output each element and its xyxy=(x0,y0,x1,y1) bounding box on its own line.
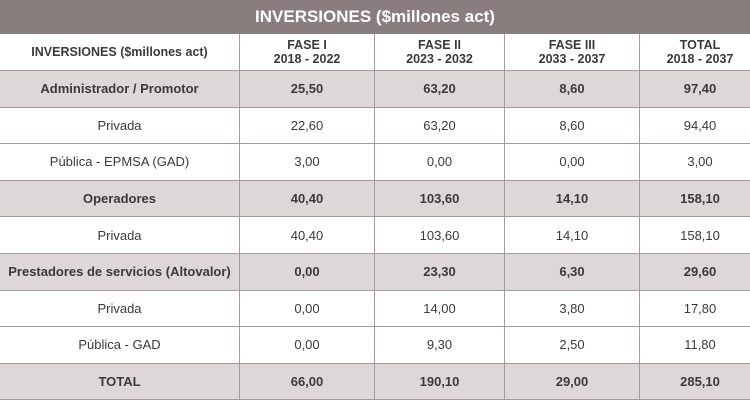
header-text: 2023 - 2032 xyxy=(406,52,473,66)
row-label: Privada xyxy=(0,290,240,327)
table-cell: 3,00 xyxy=(240,144,375,180)
table-row: Pública - GAD 0,00 9,30 2,50 11,80 xyxy=(0,327,750,364)
table-row: Privada 22,60 63,20 8,60 94,40 xyxy=(0,107,750,145)
table-cell: 0,00 xyxy=(240,327,375,363)
header-text: FASE I xyxy=(287,38,327,52)
table-cell: 285,10 xyxy=(680,374,720,390)
row-label: Operadores xyxy=(0,180,240,217)
table-cell: 23,30 xyxy=(375,253,505,290)
table-cell: 25,50 xyxy=(240,71,375,107)
table-cell: 103,60 xyxy=(375,217,505,253)
table-cell: 158,10 xyxy=(680,191,720,207)
table-cell: 103,60 xyxy=(375,180,505,217)
row-label: Privada xyxy=(0,217,240,253)
table-cell: 14,00 xyxy=(375,290,505,327)
table-cell: 0,00 xyxy=(375,144,505,180)
header-text: INVERSIONES ($millones act) xyxy=(31,45,208,59)
table-cell: 8,60 xyxy=(505,107,640,144)
table-cell: 40,40 xyxy=(240,180,375,217)
table-cell: 0,00 xyxy=(240,290,375,327)
table-cell: 94,40 xyxy=(683,117,717,133)
header-cell: INVERSIONES ($millones act) xyxy=(0,34,240,70)
table-cell: 2,50 xyxy=(505,327,640,363)
header-cell: FASE I 2018 - 2022 xyxy=(240,34,375,70)
table-title: INVERSIONES ($millones act) xyxy=(0,0,750,34)
table-cell: 11,80 xyxy=(684,337,716,353)
table-cell: 14,10 xyxy=(505,180,640,217)
table-cell: 63,20 xyxy=(375,107,505,144)
table-row: Administrador / Promotor 25,50 63,20 8,60 97… xyxy=(0,71,750,108)
header-text: TOTAL xyxy=(679,38,721,52)
table-cell: 0,00 xyxy=(240,253,375,290)
table-row: Privada 0,00 14,00 3,80 17,80 xyxy=(0,290,750,328)
table-row: Prestadores de servicios (Altovalor) 0,00… xyxy=(0,253,750,291)
table-cell: 97,40 xyxy=(683,81,717,97)
table-cell: 40,40 xyxy=(240,217,375,253)
table-row: Operadores 40,40 103,60 14,10 158,10 xyxy=(0,180,750,218)
table-cell: 6,30 xyxy=(505,253,640,290)
table: INVERSIONES ($millones act) FASE I 2018 - … xyxy=(0,34,750,400)
header-text: 2018 - 2022 xyxy=(273,52,341,66)
header-cell: TOTAL 2018 - 2037 xyxy=(640,34,750,70)
table-cell: 17,80 xyxy=(683,300,717,316)
header-text: FASE III xyxy=(548,38,596,52)
table-cell: 3,80 xyxy=(505,290,640,327)
table-cell: 63,20 xyxy=(375,71,505,107)
header-text: 2033 - 2037 xyxy=(538,52,606,66)
table-row: TOTAL 66,00 190,10 29,00 285,10 xyxy=(0,363,750,400)
header-text: 2018 - 2037 xyxy=(666,52,734,66)
row-label: Privada xyxy=(0,107,240,144)
table-cell: 29,00 xyxy=(505,363,640,400)
table-cell: 3,00 xyxy=(687,154,713,170)
table-cell: 29,60 xyxy=(683,264,717,280)
table-cell: 22,60 xyxy=(240,107,375,144)
header-cell: FASE II 2023 - 2032 xyxy=(375,34,505,70)
header-text: FASE II xyxy=(417,38,462,52)
header-row: INVERSIONES ($millones act) FASE I 2018 - … xyxy=(0,34,750,71)
row-label: Pública - EPMSA (GAD) xyxy=(0,144,240,180)
row-label: Pública - GAD xyxy=(0,327,240,363)
table-cell: 14,10 xyxy=(505,217,640,253)
table-cell: 0,00 xyxy=(505,144,640,180)
table-cell: 190,10 xyxy=(375,363,505,400)
header-cell: FASE III 2033 - 2037 xyxy=(505,34,640,70)
table-row: Pública - EPMSA (GAD) 3,00 0,00 0,00 3,00 xyxy=(0,144,750,181)
table-row: Privada 40,40 103,60 14,10 158,10 xyxy=(0,217,750,254)
table-cell: 8,60 xyxy=(505,71,640,107)
row-label: TOTAL xyxy=(0,363,240,400)
row-label: Administrador / Promotor xyxy=(0,71,240,107)
table-cell: 158,10 xyxy=(680,227,720,243)
table-cell: 66,00 xyxy=(240,363,375,400)
row-label: Prestadores de servicios (Altovalor) xyxy=(0,253,240,290)
table-cell: 9,30 xyxy=(375,327,505,363)
